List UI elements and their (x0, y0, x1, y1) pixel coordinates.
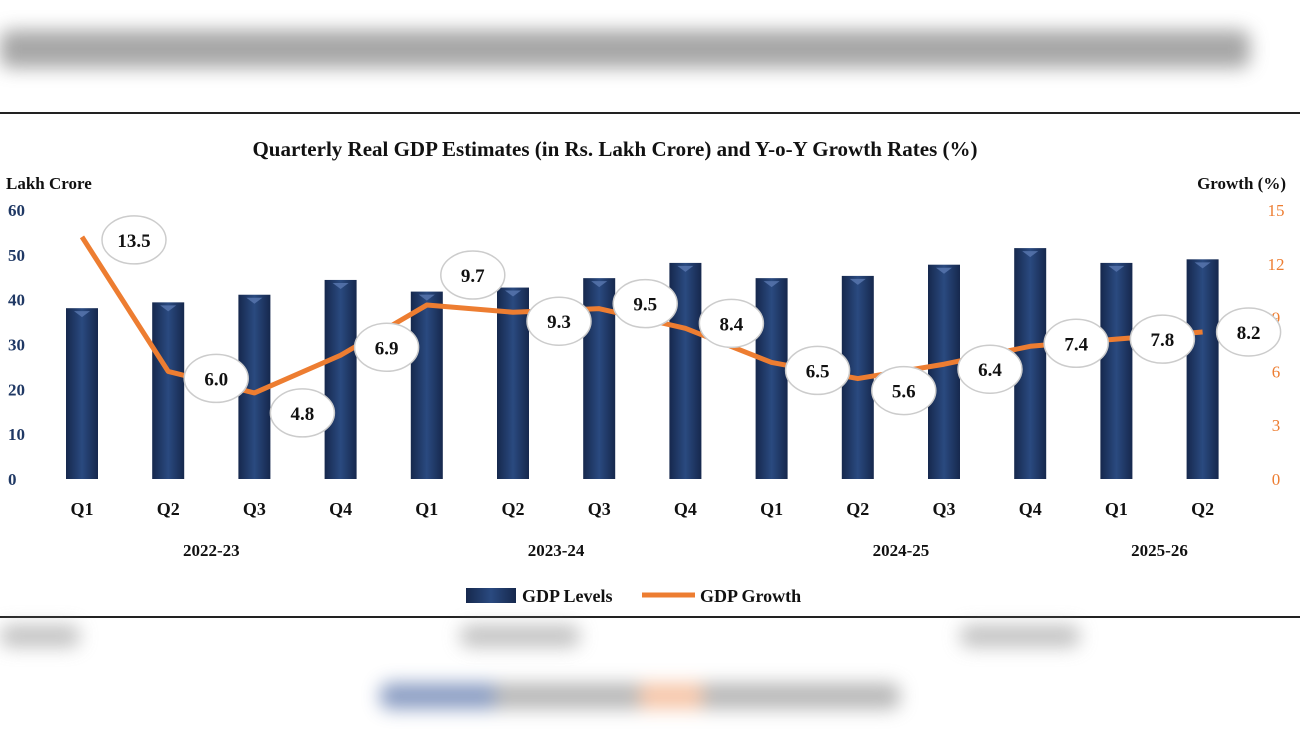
bar-highlight (936, 267, 952, 274)
growth-data-label: 6.9 (375, 338, 399, 359)
bar-highlight (677, 265, 694, 272)
legend-swatch-gdp-levels (466, 588, 516, 603)
bar-highlight (1108, 265, 1125, 272)
left-tick-label: 50 (8, 246, 25, 265)
x-tick-label: Q1 (415, 499, 438, 519)
growth-label-bubble (1043, 318, 1109, 369)
blurred-legend (380, 683, 900, 709)
bar-highlight (74, 311, 90, 318)
x-tick-label: Q3 (588, 499, 611, 519)
right-axis-label: Growth (%) (1197, 174, 1286, 193)
growth-label-bubble (612, 278, 678, 329)
growth-label-bubble (1129, 314, 1196, 364)
growth-label-bubble (183, 353, 249, 404)
growth-label-bubble (269, 388, 336, 438)
growth-data-label: 7.8 (1151, 330, 1175, 351)
chart-title: Quarterly Real GDP Estimates (in Rs. Lak… (252, 137, 977, 161)
left-tick-label: 40 (8, 291, 25, 310)
growth-label-bubble (353, 322, 420, 373)
right-tick-label: 3 (1272, 416, 1281, 435)
x-tick-label: Q3 (243, 499, 266, 519)
growth-data-label: 13.5 (117, 231, 150, 252)
right-tick-label: 12 (1268, 255, 1285, 274)
growth-label-bubble (784, 345, 851, 396)
legend-label-gdp-growth: GDP Growth (700, 586, 801, 606)
year-group-label: 2023-24 (528, 541, 585, 560)
growth-data-label: 6.0 (204, 369, 228, 390)
gdp-level-bar (410, 291, 443, 479)
growth-data-label: 8.2 (1237, 323, 1261, 344)
x-tick-label: Q1 (70, 499, 93, 519)
bottom-divider (0, 616, 1300, 618)
gdp-level-bar (66, 308, 98, 479)
x-tick-label: Q4 (1019, 499, 1042, 519)
year-group-label: 2025-26 (1131, 541, 1188, 560)
blurred-header (0, 30, 1250, 68)
bar-highlight (591, 281, 608, 288)
bar-highlight (160, 305, 177, 312)
gdp-level-bar (928, 264, 960, 479)
left-tick-label: 30 (8, 336, 25, 355)
growth-data-label: 9.7 (461, 266, 485, 287)
gdp-level-bar (152, 302, 185, 479)
legend-label-gdp-levels: GDP Levels (522, 586, 613, 606)
blurred-footer-3 (960, 625, 1080, 647)
growth-label-bubble (871, 365, 937, 416)
left-axis-label: Lakh Crore (6, 174, 92, 193)
bar-highlight (505, 290, 521, 297)
right-tick-label: 0 (1272, 470, 1281, 489)
x-tick-label: Q4 (329, 499, 352, 519)
growth-data-label: 6.5 (806, 361, 830, 382)
gdp-level-bar (324, 279, 357, 479)
growth-label-bubble (440, 250, 506, 300)
growth-data-label: 6.4 (978, 360, 1002, 381)
gdp-level-bar (755, 278, 788, 479)
x-tick-label: Q2 (1191, 499, 1214, 519)
right-tick-label: 9 (1272, 309, 1281, 328)
growth-label-bubble (957, 344, 1023, 394)
blurred-footer-1 (0, 625, 80, 647)
growth-data-label: 8.4 (720, 314, 744, 335)
bar-highlight (418, 294, 435, 301)
growth-label-bubble (1215, 307, 1282, 357)
year-group-label: 2022-23 (183, 541, 240, 560)
x-tick-label: Q2 (846, 499, 869, 519)
growth-data-label: 9.3 (547, 312, 571, 333)
gdp-level-bar (497, 287, 529, 479)
growth-label-bubble (526, 296, 592, 346)
right-tick-label: 6 (1272, 362, 1281, 381)
x-tick-label: Q4 (674, 499, 697, 519)
gdp-level-bar (1100, 262, 1133, 479)
growth-data-label: 9.5 (633, 295, 657, 316)
bar-highlight (849, 278, 866, 285)
x-tick-label: Q3 (932, 499, 955, 519)
left-tick-label: 10 (8, 425, 25, 444)
bar-highlight (1022, 251, 1039, 258)
top-divider (0, 112, 1300, 114)
left-tick-label: 60 (8, 201, 25, 220)
x-tick-label: Q1 (760, 499, 783, 519)
right-tick-label: 15 (1268, 201, 1285, 220)
growth-data-label: 5.6 (892, 382, 916, 403)
x-tick-label: Q2 (501, 499, 524, 519)
year-group-label: 2024-25 (873, 541, 930, 560)
bar-highlight (763, 281, 780, 288)
growth-data-label: 7.4 (1064, 334, 1088, 355)
left-tick-label: 0 (8, 470, 17, 489)
bar-highlight (1194, 262, 1211, 269)
gdp-level-bar (1186, 259, 1219, 479)
left-tick-label: 20 (8, 380, 25, 399)
growth-label-bubble (698, 298, 765, 349)
growth-data-label: 4.8 (291, 404, 315, 425)
bar-highlight (246, 297, 263, 304)
x-tick-label: Q2 (157, 499, 180, 519)
growth-label-bubble (101, 215, 167, 265)
blurred-footer-2 (460, 625, 580, 647)
x-tick-label: Q1 (1105, 499, 1128, 519)
bar-highlight (332, 282, 349, 289)
